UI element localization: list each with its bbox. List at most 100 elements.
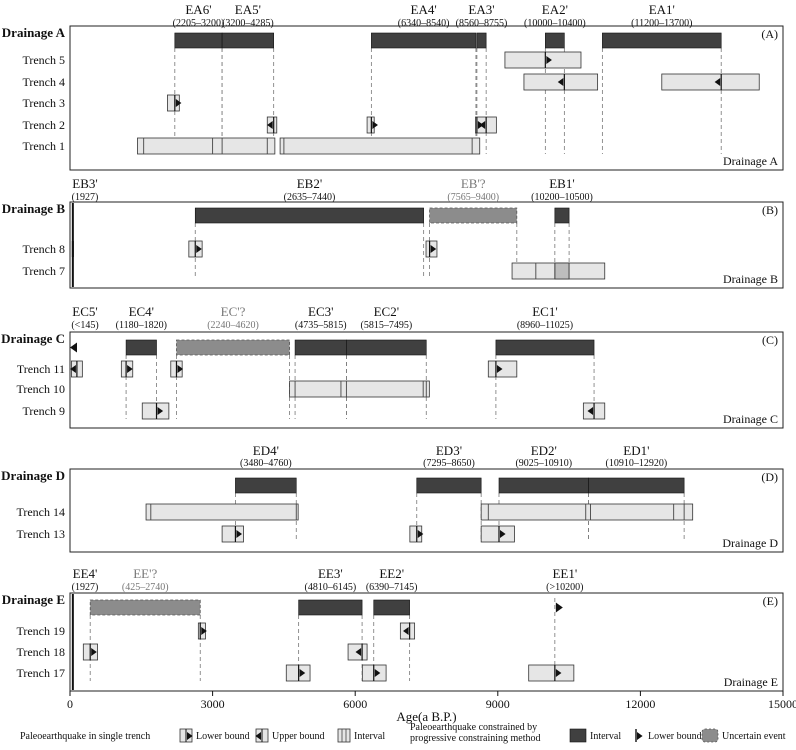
legend: Paleoearthquake in single trench Lower bo… xyxy=(20,722,786,744)
event-uncertain xyxy=(429,207,518,224)
panel-tag: (A) xyxy=(761,27,778,41)
legend-lower-arrow xyxy=(187,732,193,740)
lower-bound-arrow xyxy=(201,627,207,635)
event-range: (7565–9400) xyxy=(447,192,499,203)
legend-single-title: Paleoearthquake in single trench xyxy=(20,731,150,742)
event-name: EE'? xyxy=(133,566,157,581)
trench-label: Trench 11 xyxy=(17,362,65,376)
trench-label: Trench 2 xyxy=(22,118,65,132)
trench-label: Trench 5 xyxy=(22,53,65,67)
lower-bound-arrow xyxy=(91,648,97,656)
lower-bound-arrow xyxy=(196,245,202,253)
trench-box xyxy=(141,402,170,420)
legend-constrained-interval-box xyxy=(569,728,587,743)
event-range: (425–2740) xyxy=(122,582,169,593)
event-range: (2240–4620) xyxy=(207,320,259,331)
event-range: (10000–10400) xyxy=(524,18,586,29)
event-name: EC4' xyxy=(129,304,154,319)
trench-label: Trench 10 xyxy=(16,382,65,396)
event-name: EB1' xyxy=(549,176,574,191)
event-range: (5815–7495) xyxy=(360,320,412,331)
event-interval xyxy=(602,32,722,49)
trench-label: Trench 1 xyxy=(22,139,65,153)
trench-label: Trench 4 xyxy=(22,75,65,89)
upper-bound-arrow xyxy=(403,627,409,635)
event-uncertain xyxy=(89,599,201,616)
panel-tag: (E) xyxy=(763,594,778,608)
trench-label: Trench 9 xyxy=(22,404,65,418)
event-range: (7295–8650) xyxy=(423,458,475,469)
x-axis: 0 3000 6000 9000 12000 15000 Age(a B.P.) xyxy=(67,691,796,724)
legend-constrained-title: progressive constraining method xyxy=(410,733,541,744)
trench-box xyxy=(487,360,518,378)
event-arrow-lower xyxy=(555,602,563,613)
panel-frame xyxy=(69,201,784,289)
lower-bound-arrow xyxy=(546,56,552,64)
drainage-label: Drainage C xyxy=(1,331,65,346)
event-name: EC3' xyxy=(308,304,333,319)
event-name: EE1' xyxy=(552,566,577,581)
event-range: (6390–7145) xyxy=(366,582,418,593)
legend-constrained-lower-arrow xyxy=(637,732,643,740)
upper-bound-arrow xyxy=(479,121,486,129)
event-interval xyxy=(194,207,424,224)
upper-bound-arrow xyxy=(355,648,362,656)
event-interval xyxy=(294,339,347,356)
lower-bound-arrow xyxy=(157,407,164,415)
lower-bound-arrow xyxy=(499,530,506,538)
trench-box xyxy=(221,525,244,543)
event-range: (3480–4760) xyxy=(240,458,292,469)
event-name: EE2' xyxy=(379,566,404,581)
axis-tick-label: 3000 xyxy=(201,697,225,711)
panel-c: Drainage C (C) Drainage C Trench 11 Trench 1… xyxy=(1,304,784,429)
panel-a: Drainage A (A) Drainage A Trench 5 Trench 4 T… xyxy=(2,2,784,171)
lower-bound-arrow xyxy=(299,669,306,677)
event-name: EB'? xyxy=(461,176,486,191)
event-name: EB3' xyxy=(72,176,97,191)
legend-uncertain-label: Uncertain event xyxy=(722,731,786,742)
trench-label: Trench 3 xyxy=(22,96,65,110)
event-name: EA6' xyxy=(185,2,211,17)
axis-tick-label: 0 xyxy=(67,697,73,711)
event-name: EA2' xyxy=(542,2,568,17)
panel-b: Drainage B (B) Drainage B Trench 8 Trench 7 E… xyxy=(2,176,784,289)
legend-upper-label: Upper bound xyxy=(272,731,325,742)
event-name: EC5' xyxy=(72,304,97,319)
upper-bound-arrow xyxy=(267,121,273,129)
trench-label: Trench 13 xyxy=(16,527,65,541)
event-interval xyxy=(298,599,363,616)
trench-label: Trench 19 xyxy=(16,624,65,638)
lower-bound-arrow xyxy=(236,530,243,538)
upper-bound-arrow xyxy=(70,365,76,373)
event-uncertain xyxy=(176,339,291,356)
event-range: (11200–13700) xyxy=(631,18,692,29)
trench-box xyxy=(480,525,515,543)
event-name: EA1' xyxy=(649,2,675,17)
lower-bound-arrow xyxy=(372,121,378,129)
panel-frame xyxy=(69,468,784,553)
legend-constrained-lower-label: Lower bound xyxy=(648,731,702,742)
trench-shade xyxy=(554,262,570,280)
lower-bound-arrow xyxy=(127,365,133,373)
event-name: EC1' xyxy=(532,304,557,319)
lower-bound-arrow xyxy=(417,530,424,538)
panel-corner-label: Drainage C xyxy=(723,412,778,426)
event-interval xyxy=(554,207,570,224)
axis-title: Age(a B.P.) xyxy=(396,709,456,724)
event-name: EE4' xyxy=(73,566,98,581)
trench-label: Trench 17 xyxy=(16,666,65,680)
axis-tick-label: 12000 xyxy=(625,697,655,711)
upper-bound-arrow xyxy=(714,78,721,86)
event-range: (3200–4285) xyxy=(222,18,274,29)
trench-box xyxy=(279,137,481,155)
event-name: EC'? xyxy=(221,304,246,319)
panel-d: Drainage D (D) Drainage D Trench 14 Trench 1… xyxy=(1,443,784,553)
event-interval xyxy=(495,339,595,356)
event-interval xyxy=(346,339,427,356)
event-name: ED1' xyxy=(623,443,649,458)
lower-bound-arrow xyxy=(374,669,381,677)
trench-box xyxy=(528,664,575,682)
lower-bound-arrow xyxy=(496,365,503,373)
legend-constrained-interval-label: Interval xyxy=(590,731,621,742)
